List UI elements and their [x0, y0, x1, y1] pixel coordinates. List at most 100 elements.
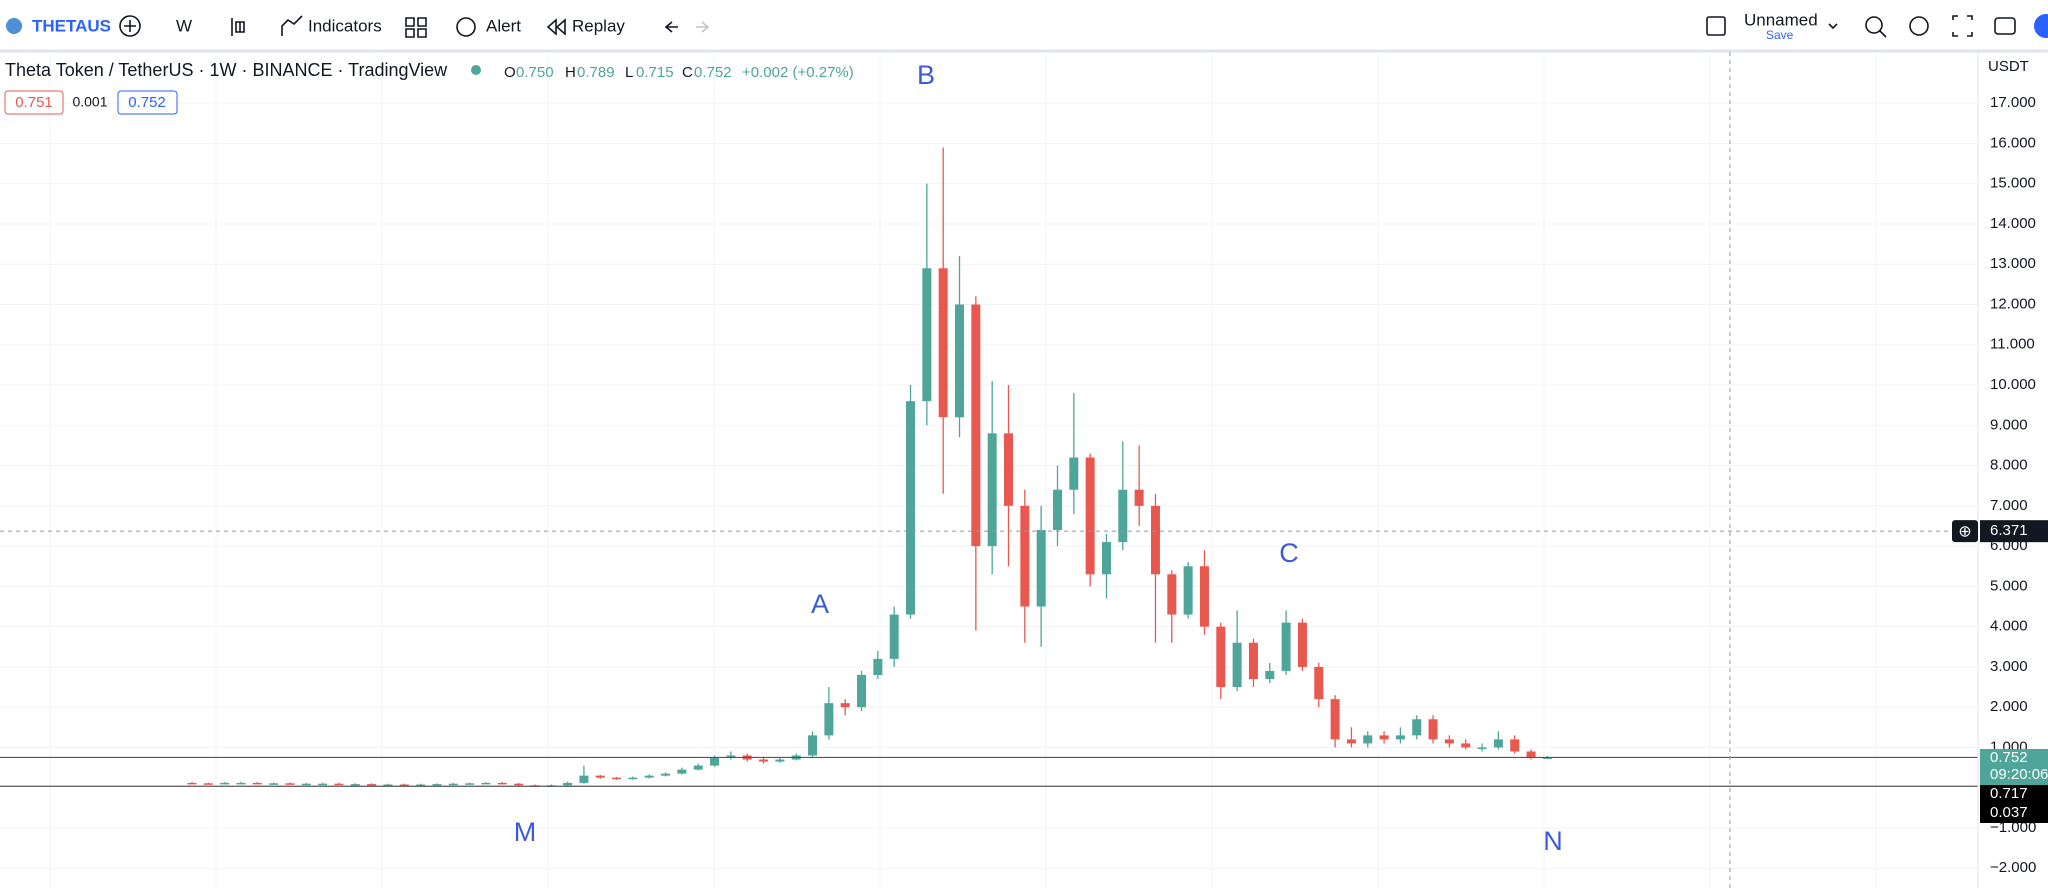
alert-icon[interactable] — [456, 17, 476, 37]
candle-body — [1183, 566, 1193, 615]
search-handle — [1879, 30, 1887, 38]
chart-type-icon[interactable] — [231, 18, 245, 36]
y-tick-label: −2.000 — [1990, 859, 2036, 876]
candle-body — [334, 783, 344, 786]
candle-body — [873, 658, 883, 675]
candle-body — [693, 765, 703, 770]
candle-body — [889, 614, 899, 659]
last-price-box — [1980, 749, 2048, 785]
y-tick-label: 17.000 — [1990, 94, 2036, 111]
h-value: 0.789 — [577, 64, 615, 81]
candle-body — [481, 782, 491, 785]
market-status — [471, 65, 481, 75]
candle-body — [644, 775, 654, 778]
candle-body — [203, 783, 213, 785]
fullscreen-icon[interactable] — [1952, 15, 1973, 37]
candle-body — [1461, 743, 1471, 748]
crosshair-label-box — [1980, 520, 2048, 543]
candle-body — [497, 782, 507, 785]
candle-body — [432, 784, 442, 786]
candle-body — [1199, 566, 1209, 627]
candle-body — [416, 784, 426, 787]
candle-body — [269, 783, 279, 785]
axis-unit[interactable]: USDT — [1988, 58, 2029, 75]
low-line-label: 0.037 — [1990, 804, 2028, 821]
candle-body — [1118, 489, 1128, 543]
undo-icon[interactable] — [664, 21, 678, 33]
candle-body — [677, 769, 687, 774]
y-tick-label: 2.000 — [1990, 698, 2028, 715]
candle-body — [1004, 433, 1013, 506]
y-tick-label: 7.000 — [1990, 497, 2028, 514]
ask-box[interactable] — [117, 90, 178, 115]
crosshair-plus: ⊕ — [1958, 523, 1971, 540]
candle-body — [1069, 457, 1079, 490]
candle-body — [367, 784, 377, 786]
crosshair-label: 6.371 — [1990, 522, 2028, 539]
candle-body — [220, 782, 230, 785]
candle-body — [710, 757, 720, 766]
y-tick-label: 3.000 — [1990, 658, 2028, 675]
l-value: 0.715 — [636, 64, 674, 81]
c-value: 0.752 — [694, 64, 732, 81]
y-tick-label: 4.000 — [1990, 618, 2028, 635]
candle-body — [1363, 735, 1373, 744]
candle-body — [1477, 747, 1487, 749]
candle-body — [840, 703, 850, 708]
add-symbol-plus — [124, 20, 136, 32]
candle-body — [514, 783, 524, 786]
candle-body — [465, 783, 475, 785]
y-tick-label: 14.000 — [1990, 215, 2036, 232]
replay-icon[interactable] — [546, 18, 566, 36]
alert-button[interactable]: Alert — [486, 16, 521, 35]
interval[interactable]: W — [176, 16, 192, 35]
settings-icon[interactable] — [1909, 16, 1929, 36]
layouts-icon[interactable] — [405, 17, 427, 38]
candle-body — [383, 784, 393, 787]
candle-body — [971, 304, 981, 547]
redo-icon[interactable] — [696, 21, 710, 33]
candle-body — [1412, 719, 1422, 736]
candle-body — [1036, 530, 1046, 607]
o-value: 0.750 — [516, 64, 554, 81]
candle-body — [1167, 574, 1177, 615]
candle-body — [187, 782, 197, 785]
y-tick-label: −1.000 — [1990, 819, 2036, 836]
search-icon[interactable] — [1865, 16, 1883, 34]
layout-dropdown[interactable] — [1828, 23, 1838, 30]
screenshot-icon[interactable] — [1994, 17, 2016, 35]
layout-icon[interactable] — [1706, 16, 1726, 36]
profile-button[interactable] — [2034, 14, 2048, 38]
candle-body — [595, 775, 605, 778]
candle-body — [808, 735, 818, 756]
y-tick-label: 10.000 — [1990, 376, 2036, 393]
spread: 0.001 — [72, 94, 107, 110]
candle-body — [1216, 626, 1226, 688]
symbol[interactable]: THETAUS — [32, 16, 111, 35]
candle-body — [1281, 622, 1291, 671]
candle-body — [285, 783, 295, 785]
indicators-button[interactable]: Indicators — [308, 16, 382, 35]
save-button[interactable]: Save — [1766, 28, 1794, 42]
candle-body — [448, 783, 458, 786]
candle-body — [1444, 739, 1454, 744]
candle-body — [1101, 542, 1111, 575]
indicators-icon[interactable] — [281, 15, 303, 36]
replay-button[interactable]: Replay — [572, 16, 625, 35]
add-symbol-icon[interactable] — [119, 15, 141, 37]
countdown: 09:20:06 — [1990, 766, 2048, 783]
candle-body — [1232, 642, 1242, 688]
candle-body — [318, 783, 328, 786]
bid-box[interactable] — [4, 90, 64, 115]
candle-body — [628, 777, 638, 780]
candle-body — [775, 759, 785, 762]
candle-body — [612, 777, 622, 780]
layout-name[interactable]: Unnamed — [1744, 10, 1818, 29]
candle-body — [236, 782, 246, 785]
annotation: M — [514, 817, 537, 847]
candle-body — [1297, 622, 1307, 667]
candle-body — [1330, 699, 1340, 740]
candle-body — [399, 784, 409, 787]
candle-body — [1248, 642, 1258, 679]
